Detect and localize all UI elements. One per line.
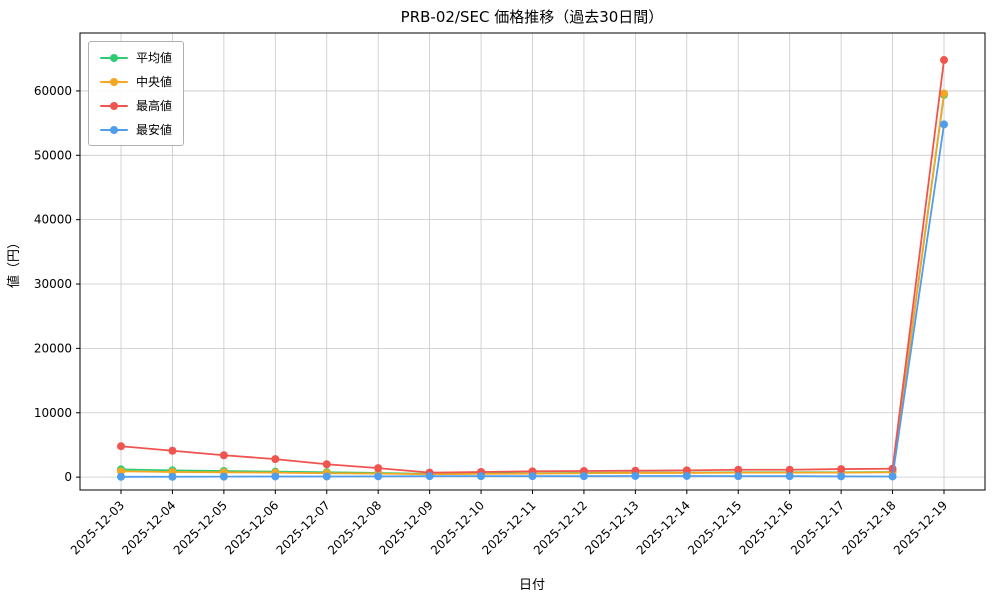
x-tick-label: 2025-12-08 (325, 498, 384, 557)
data-point-marker (940, 56, 948, 65)
data-point-marker (322, 472, 331, 481)
data-point-marker (271, 472, 280, 481)
legend: 平均値中央値最高値最安値 (88, 41, 185, 146)
legend-item: 最安値 (100, 121, 172, 138)
legend-marker-icon (100, 53, 128, 63)
x-tick-label: 2025-12-05 (171, 498, 230, 557)
x-tick-label: 2025-12-07 (274, 498, 333, 557)
data-point-marker (117, 472, 125, 481)
data-point-marker (888, 472, 897, 481)
chart-title: PRB-02/SEC 価格推移（過去30日間） (401, 8, 664, 26)
data-point-marker (682, 466, 691, 475)
data-point-marker (734, 465, 743, 474)
data-point-marker (271, 455, 280, 464)
data-point-marker (837, 472, 846, 481)
data-point-marker (374, 472, 383, 481)
x-tick-label: 2025-12-04 (119, 498, 178, 557)
legend-marker-icon (100, 77, 128, 87)
data-point-marker (168, 446, 177, 455)
data-point-marker (682, 471, 691, 480)
legend-label: 最安値 (136, 123, 173, 137)
x-tick-label: 2025-12-14 (634, 498, 693, 557)
legend-item: 中央値 (100, 73, 172, 90)
data-point-marker (374, 464, 383, 473)
x-axis-label: 日付 (519, 578, 545, 593)
x-tick-label: 2025-12-19 (891, 498, 950, 557)
legend-label: 平均値 (136, 51, 173, 65)
legend-marker-icon (100, 101, 128, 111)
y-tick-label: 40000 (34, 213, 72, 227)
data-point-marker (168, 472, 177, 481)
data-point-marker (219, 451, 228, 460)
data-point-marker (631, 471, 640, 480)
legend-label: 中央値 (136, 75, 173, 89)
x-tick-label: 2025-12-15 (685, 498, 744, 557)
data-point-marker (322, 460, 331, 469)
legend-label: 最高値 (136, 99, 173, 113)
data-point-marker (940, 89, 948, 98)
x-tick-label: 2025-12-10 (428, 498, 487, 557)
grid (80, 33, 985, 490)
legend-item: 平均値 (100, 49, 172, 66)
y-tick-label: 30000 (34, 277, 72, 291)
data-point-marker (425, 472, 434, 481)
x-tick-label: 2025-12-06 (222, 498, 281, 557)
y-tick-label: 60000 (34, 84, 72, 98)
legend-marker-icon (100, 125, 128, 135)
data-point-marker (837, 465, 846, 474)
data-point-marker (579, 472, 588, 481)
x-tick-label: 2025-12-17 (788, 498, 847, 557)
x-tick-label: 2025-12-12 (531, 498, 590, 557)
x-tick-label: 2025-12-13 (582, 498, 641, 557)
series (117, 56, 948, 481)
data-point-marker (219, 472, 228, 481)
data-point-marker (117, 442, 125, 451)
x-tick-label: 2025-12-11 (479, 498, 538, 557)
data-point-marker (940, 120, 948, 129)
y-tick-label: 10000 (34, 406, 72, 420)
data-point-marker (734, 472, 743, 481)
data-point-marker (785, 465, 794, 474)
y-tick-label: 50000 (34, 148, 72, 162)
x-tick-label: 2025-12-03 (68, 498, 127, 557)
legend-item: 最高値 (100, 97, 172, 114)
y-tick-label: 20000 (34, 341, 72, 355)
data-point-marker (477, 472, 486, 481)
x-tick-label: 2025-12-16 (737, 498, 796, 557)
data-point-marker (785, 472, 794, 481)
y-axis-label: 値（円） (6, 236, 22, 288)
y-tick-label: 0 (64, 470, 72, 484)
x-tick-label: 2025-12-09 (377, 498, 436, 557)
data-point-marker (117, 467, 125, 476)
data-point-marker (528, 472, 537, 481)
x-tick-label: 2025-12-18 (839, 498, 898, 557)
